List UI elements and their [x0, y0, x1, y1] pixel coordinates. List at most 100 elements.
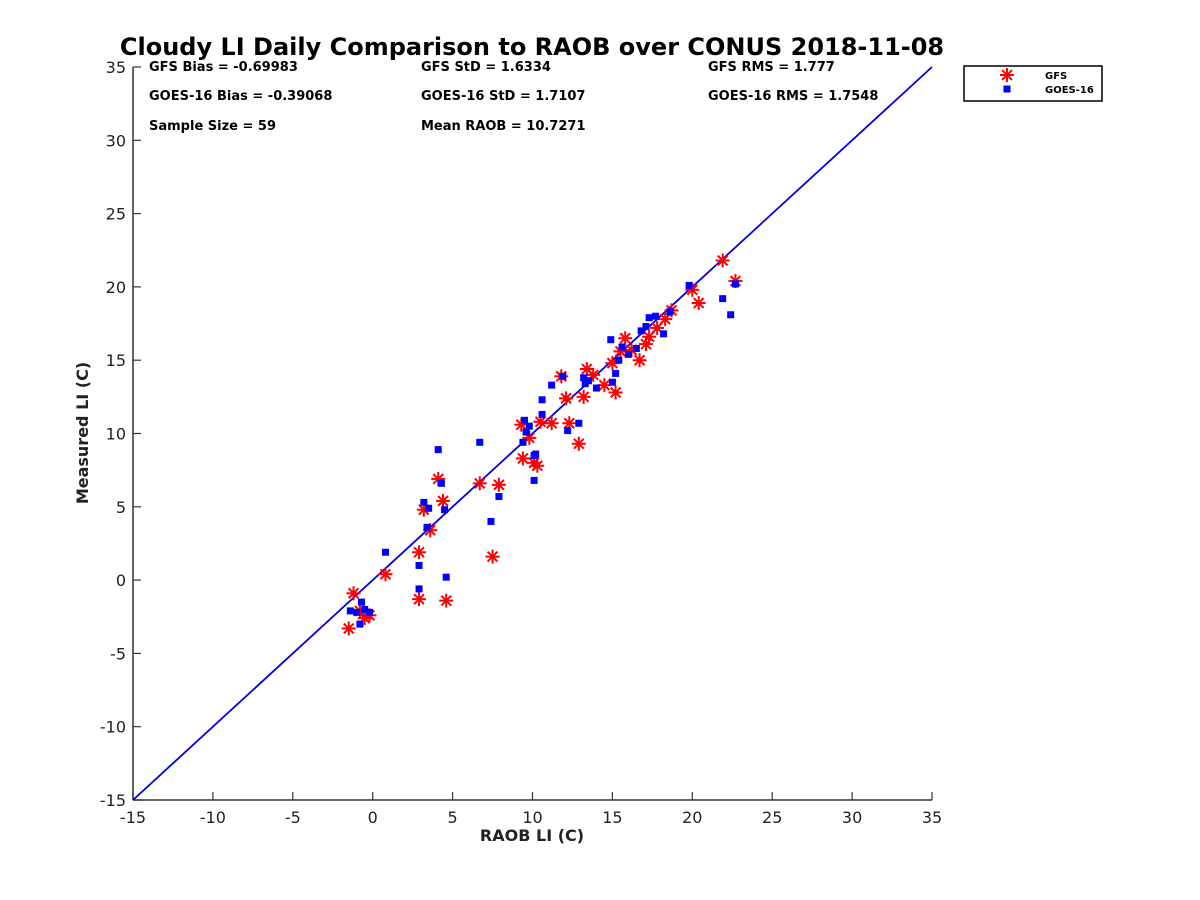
- x-tick-label: 5: [448, 808, 458, 827]
- goes16-point: [580, 374, 588, 382]
- stat-goes-std: GOES-16 StD = 1.7107: [421, 89, 585, 104]
- x-tick-label: -5: [285, 808, 301, 827]
- y-tick-label: -10: [100, 718, 126, 737]
- goes16-point: [346, 607, 354, 615]
- plot-area: -15 -10 -5 0 5 10 15 20 25 30 35 -15 -10 -5 0 5 10 15 20 2…: [100, 58, 942, 827]
- y-tick-label: -15: [100, 791, 126, 810]
- series-gfs: [341, 253, 743, 636]
- stat-goes-rms: GOES-16 RMS = 1.7548: [708, 89, 878, 104]
- gfs-point: [472, 476, 487, 491]
- goes16-point: [548, 381, 556, 389]
- gfs-point: [436, 493, 451, 508]
- goes16-point: [519, 438, 527, 446]
- y-tick-label: -5: [110, 644, 126, 663]
- gfs-point: [378, 567, 393, 582]
- gfs-point: [439, 593, 454, 608]
- goes16-point: [476, 438, 484, 446]
- goes16-point: [727, 311, 735, 319]
- stat-gfs-std: GFS StD = 1.6334: [421, 60, 551, 75]
- goes16-point: [592, 384, 600, 392]
- x-tick-label: -10: [200, 808, 226, 827]
- gfs-point: [608, 385, 623, 400]
- legend-label-gfs: GFS: [1045, 71, 1067, 82]
- goes16-point: [575, 419, 583, 427]
- y-ticks: -15 -10 -5 0 5 10 15 20 25 30 35: [100, 58, 141, 810]
- legend: GFS GOES-16: [963, 65, 1103, 102]
- gfs-point: [346, 586, 361, 601]
- goes16-point: [381, 548, 389, 556]
- goes16-point: [434, 446, 442, 454]
- gfs-point: [579, 361, 594, 376]
- gfs-point: [632, 353, 647, 368]
- x-ticks: -15 -10 -5 0 5 10 15 20 25 30 35: [120, 792, 942, 827]
- goes16-point: [495, 493, 503, 501]
- x-axis-label: RAOB LI (C): [480, 826, 584, 845]
- stat-goes-bias: GOES-16 Bias = -0.39068: [149, 89, 332, 104]
- goes16-point: [522, 428, 530, 436]
- goes16-point: [356, 620, 364, 628]
- goes16-point: [521, 416, 529, 424]
- goes16-point: [437, 479, 445, 487]
- goes16-point: [423, 523, 431, 531]
- goes16-point: [530, 476, 538, 484]
- legend-marker-gfs: [1000, 68, 1014, 82]
- goes16-point: [645, 314, 653, 322]
- goes16-point: [358, 598, 366, 606]
- goes16-point: [584, 377, 592, 385]
- gfs-point: [618, 331, 633, 346]
- x-tick-label: 35: [922, 808, 942, 827]
- y-tick-label: 30: [106, 131, 126, 150]
- x-tick-label: 20: [682, 808, 702, 827]
- gfs-point: [691, 296, 706, 311]
- stat-sample-size: Sample Size = 59: [149, 119, 276, 134]
- goes16-point: [441, 506, 449, 514]
- y-tick-label: 15: [106, 351, 126, 370]
- legend-asterisk: [1000, 68, 1014, 82]
- gfs-point: [544, 416, 559, 431]
- goes16-point: [666, 308, 674, 316]
- goes16-point: [415, 561, 423, 569]
- y-tick-label: 5: [116, 498, 126, 517]
- goes16-point: [685, 281, 693, 289]
- y-tick-label: 25: [106, 205, 126, 224]
- series-goes16: [346, 280, 739, 628]
- goes16-point: [642, 322, 650, 330]
- goes16-point: [719, 295, 727, 303]
- gfs-point: [642, 329, 657, 344]
- y-tick-label: 10: [106, 425, 126, 444]
- goes16-point: [525, 422, 533, 430]
- legend-label-goes16: GOES-16: [1045, 85, 1094, 96]
- y-tick-label: 35: [106, 58, 126, 77]
- goes16-point: [564, 427, 572, 435]
- x-tick-label: 0: [368, 808, 378, 827]
- goes16-point: [607, 336, 615, 344]
- goes16-point: [618, 343, 626, 351]
- goes16-point: [612, 369, 620, 377]
- goes16-point: [366, 608, 374, 616]
- goes16-point: [660, 330, 668, 338]
- goes16-point: [637, 327, 645, 335]
- goes16-point: [425, 504, 433, 512]
- goes16-point: [731, 280, 739, 288]
- y-axis-label: Measured LI (C): [73, 362, 92, 504]
- gfs-point: [715, 253, 730, 268]
- goes16-point: [442, 573, 450, 581]
- gfs-point: [559, 391, 574, 406]
- chart-title: Cloudy LI Daily Comparison to RAOB over …: [120, 33, 944, 61]
- goes16-point: [624, 350, 632, 358]
- gfs-point: [412, 545, 427, 560]
- goes16-point: [559, 372, 567, 380]
- stat-mean-raob: Mean RAOB = 10.7271: [421, 119, 586, 134]
- goes16-point: [353, 608, 361, 616]
- gfs-point: [571, 436, 586, 451]
- gfs-point: [530, 458, 545, 473]
- gfs-point: [485, 549, 500, 564]
- gfs-point: [576, 389, 591, 404]
- goes16-point: [632, 344, 640, 352]
- goes16-point: [487, 517, 495, 525]
- gfs-point: [491, 477, 506, 492]
- legend-marker-goes16: [1003, 85, 1011, 93]
- x-tick-label: -15: [120, 808, 146, 827]
- y-tick-label: 0: [116, 571, 126, 590]
- gfs-point: [431, 471, 446, 486]
